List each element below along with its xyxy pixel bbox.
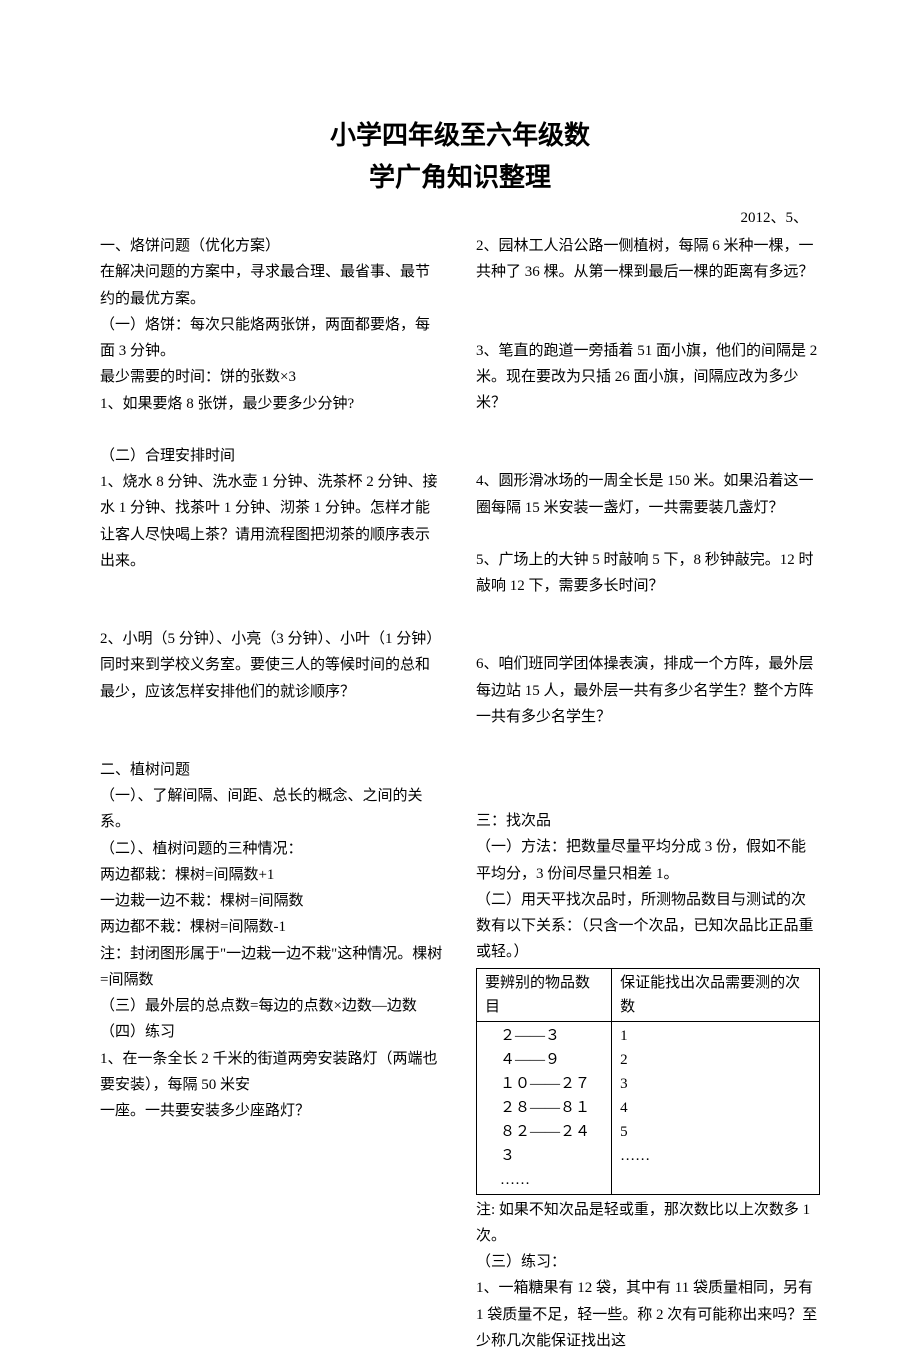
table-header-1: 要辨别的物品数目: [477, 968, 612, 1021]
section-1b-heading: （二）合理安排时间: [100, 443, 444, 469]
page-title: 小学四年级至六年级数 学广角知识整理: [100, 115, 820, 198]
section-1b-q1: 1、烧水 8 分钟、洗水壶 1 分钟、洗茶杯 2 分钟、接水 1 分钟、找茶叶 …: [100, 469, 444, 574]
table-cell-counts: 1 2 3 4 5 ……: [612, 1021, 820, 1194]
right-column: 2、园林工人沿公路一侧植树，每隔 6 米种一棵，一共种了 36 棵。从第一棵到最…: [476, 233, 820, 1354]
title-line-1: 小学四年级至六年级数: [100, 115, 820, 157]
row-val: 4: [620, 1096, 811, 1120]
table-cell-items: ２——３ ４——９ １０——２７ ２８——８１ ８２——２４３ ……: [477, 1021, 612, 1194]
section-2d-q1b: 一座。一共要安装多少座路灯？: [100, 1098, 444, 1124]
q3: 3、笔直的跑道一旁插着 51 面小旗，他们的间隔是 2 米。现在要改为只插 26…: [476, 338, 820, 417]
q4: 4、圆形滑冰场的一周全长是 150 米。如果沿着这一圈每隔 15 米安装一盏灯，…: [476, 468, 820, 521]
section-1-intro: 在解决问题的方案中，寻求最合理、最省事、最节约的最优方案。: [100, 259, 444, 312]
blank-space: [476, 599, 820, 651]
row-val: ２８——８１: [485, 1096, 603, 1120]
row-val: ２——３: [485, 1024, 603, 1048]
table-header-2: 保证能找出次品需要测的次数: [612, 968, 820, 1021]
row-val: 2: [620, 1048, 811, 1072]
section-2d: （四）练习: [100, 1019, 444, 1045]
left-column: 一、烙饼问题（优化方案） 在解决问题的方案中，寻求最合理、最省事、最节约的最优方…: [100, 233, 444, 1354]
section-1a-heading: （一）烙饼：每次只能烙两张饼，两面都要烙，每面 3 分钟。: [100, 312, 444, 365]
section-3-note: 注: 如果不知次品是轻或重，那次数比以上次数多 1 次。: [476, 1197, 820, 1250]
blank-space: [476, 782, 820, 808]
blank-space: [476, 730, 820, 782]
section-1-heading: 一、烙饼问题（优化方案）: [100, 233, 444, 259]
blank-space: [476, 286, 820, 338]
blank-space: [100, 705, 444, 757]
section-2b-rule2: 一边栽一边不栽：棵树=间隔数: [100, 888, 444, 914]
table-header-row: 要辨别的物品数目 保证能找出次品需要测的次数: [477, 968, 820, 1021]
blank-space: [100, 417, 444, 443]
section-3c-q1: 1、一箱糖果有 12 袋，其中有 11 袋质量相同，另有 1 袋质量不足，轻一些…: [476, 1275, 820, 1354]
blank-space: [476, 416, 820, 468]
blank-space: [476, 521, 820, 547]
row-val: 1: [620, 1024, 811, 1048]
reference-table: 要辨别的物品数目 保证能找出次品需要测的次数 ２——３ ４——９ １０——２７ …: [476, 968, 820, 1195]
section-2b: （二）、植树问题的三种情况：: [100, 836, 444, 862]
q5: 5、广场上的大钟 5 时敲响 5 下，8 秒钟敲完。12 时敲响 12 下，需要…: [476, 547, 820, 600]
date-line: 2012、5、: [100, 206, 820, 227]
section-1a-rule: 最少需要的时间：饼的张数×3: [100, 364, 444, 390]
title-line-2: 学广角知识整理: [100, 157, 820, 199]
row-val: ８２——２４３: [485, 1120, 603, 1168]
section-2d-q1a: 1、在一条全长 2 千米的街道两旁安装路灯（两端也要安装），每隔 50 米安: [100, 1046, 444, 1099]
q2: 2、园林工人沿公路一侧植树，每隔 6 米种一棵，一共种了 36 棵。从第一棵到最…: [476, 233, 820, 286]
section-2-heading: 二、植树问题: [100, 757, 444, 783]
section-2b-note: 注：封闭图形属于"一边栽一边不栽"这种情况。棵树=间隔数: [100, 941, 444, 994]
row-val: １０——２７: [485, 1072, 603, 1096]
section-3b: （二）用天平找次品时，所测物品数目与测试的次数有以下关系：（只含一个次品，已知次…: [476, 887, 820, 966]
section-3-heading: 三：找次品: [476, 808, 820, 834]
section-1b-q2: 2、小明（5 分钟）、小亮（3 分钟）、小叶（1 分钟）同时来到学校义务室。要使…: [100, 626, 444, 705]
section-2a: （一）、了解间隔、间距、总长的概念、之间的关系。: [100, 783, 444, 836]
section-2b-rule1: 两边都栽：棵树=间隔数+1: [100, 862, 444, 888]
blank-space: [100, 574, 444, 626]
q6: 6、咱们班同学团体操表演，排成一个方阵，最外层每边站 15 人，最外层一共有多少…: [476, 651, 820, 730]
section-2b-rule3: 两边都不栽：棵树=间隔数-1: [100, 914, 444, 940]
section-3a: （一）方法：把数量尽量平均分成 3 份，假如不能平均分，3 份间尽量只相差 1。: [476, 834, 820, 887]
row-val: ……: [620, 1144, 811, 1168]
section-2c: （三）最外层的总点数=每边的点数×边数—边数: [100, 993, 444, 1019]
section-1a-q1: 1、如果要烙 8 张饼，最少要多少分钟?: [100, 391, 444, 417]
row-val: ……: [485, 1168, 603, 1192]
section-3c: （三）练习：: [476, 1249, 820, 1275]
two-column-layout: 一、烙饼问题（优化方案） 在解决问题的方案中，寻求最合理、最省事、最节约的最优方…: [100, 233, 820, 1354]
table-body-row: ２——３ ４——９ １０——２７ ２８——８１ ８２——２４３ …… 1 2 3…: [477, 1021, 820, 1194]
document-page: 小学四年级至六年级数 学广角知识整理 2012、5、 一、烙饼问题（优化方案） …: [100, 115, 820, 1354]
row-val: ４——９: [485, 1048, 603, 1072]
row-val: 5: [620, 1120, 811, 1144]
row-val: 3: [620, 1072, 811, 1096]
